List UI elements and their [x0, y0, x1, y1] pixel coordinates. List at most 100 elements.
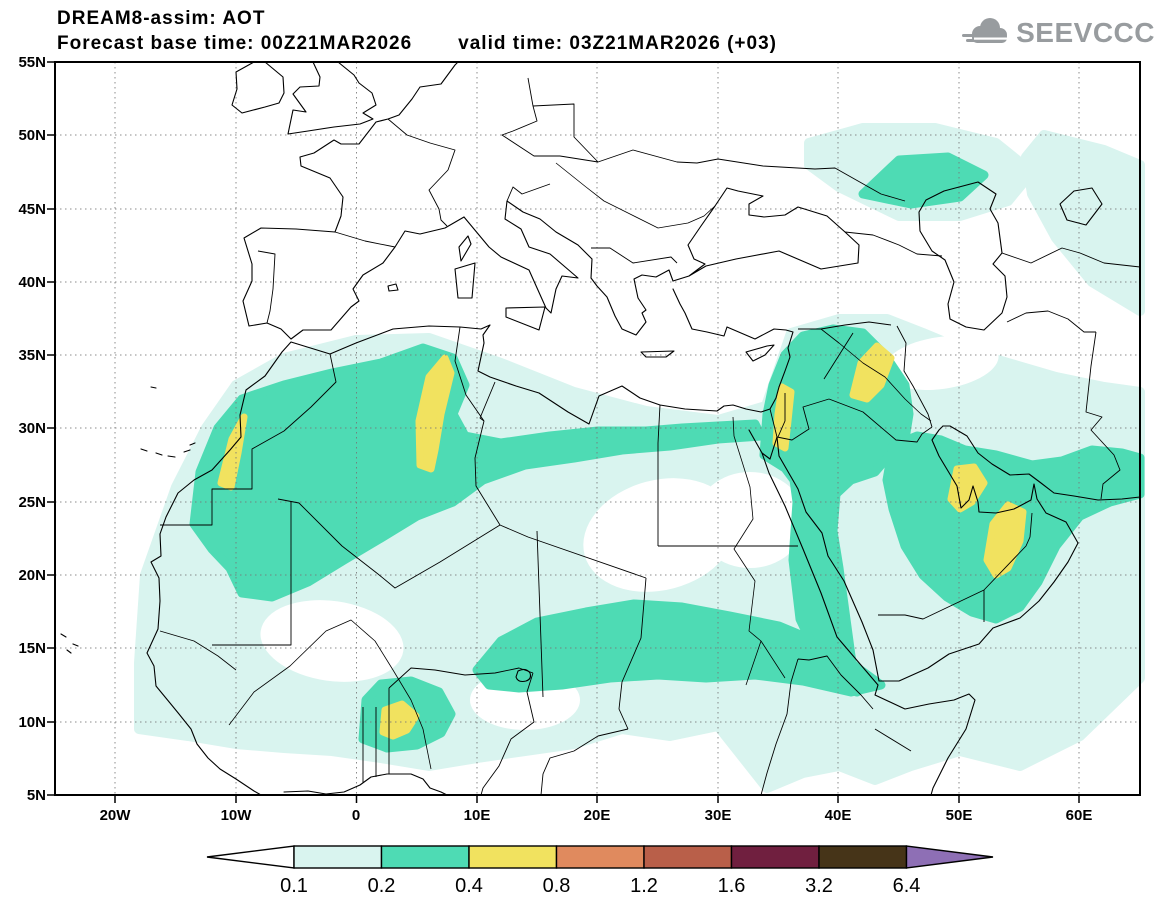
coastline-red-sea-west — [748, 429, 879, 686]
legend-labels: 0.1 0.2 0.4 0.8 1.2 1.6 3.2 6.4 — [280, 875, 920, 897]
coastline-caspian-sea — [918, 181, 1008, 331]
lat-tick-label: 15N — [18, 640, 46, 657]
island-crete — [640, 350, 675, 358]
border-segment — [257, 231, 396, 324]
cloud-icon — [962, 18, 1009, 43]
lat-tick-label: 30N — [18, 420, 46, 437]
lat-tick-label: 45N — [18, 201, 46, 218]
lon-tick-label: 40E — [825, 807, 852, 824]
legend-swatch — [730, 845, 820, 869]
legend-swatch — [468, 845, 558, 869]
lon-tick-label: 20E — [584, 807, 611, 824]
legend-value: 1.6 — [718, 875, 746, 897]
legend-value: 6.4 — [893, 875, 921, 897]
coastline-sinai — [761, 436, 778, 460]
logo-text: SEEVCCC — [1016, 17, 1155, 48]
border-segment — [454, 326, 501, 526]
clear-hole-zagros — [883, 336, 999, 390]
aot-region-east-edge — [1021, 130, 1145, 316]
lake-chad — [515, 668, 532, 683]
river-nile — [732, 416, 786, 686]
border-segment — [844, 231, 1121, 500]
lon-axis-labels: 20W 10W 0 10E 20E 30E 40E 50E 60E — [100, 807, 1093, 824]
lat-tick-label: 5N — [27, 787, 46, 804]
island-sicily — [505, 306, 546, 331]
border-segment — [760, 655, 912, 796]
clear-hole-n-sudan — [695, 472, 805, 568]
river-niger — [228, 619, 432, 770]
river-senegal — [159, 630, 237, 671]
border-segment — [769, 321, 933, 443]
lon-tick-label: 10W — [221, 807, 253, 824]
border-segment — [506, 183, 678, 264]
aot-core-central-algeria — [415, 354, 455, 473]
lon-tick-label: 50E — [946, 807, 973, 824]
header: DREAM8-assim: AOT Forecast base time: 00… — [57, 6, 777, 56]
clear-hole-mali — [260, 600, 404, 682]
lon-ticks — [114, 795, 1080, 803]
aot-region-caspian — [858, 152, 989, 209]
coastline-europe-atlantic — [242, 61, 465, 340]
island-cyprus — [745, 344, 775, 362]
lat-tick-label: 40N — [18, 274, 46, 291]
colorbar-legend: 0.1 0.2 0.4 0.8 1.2 1.6 3.2 6.4 — [206, 845, 994, 897]
aot-core-israel-jordan — [772, 383, 795, 452]
lat-tick-label: 55N — [18, 54, 46, 71]
lat-tick-label: 35N — [18, 347, 46, 364]
coastline-levant-maghreb — [146, 324, 791, 796]
coastline-greece — [590, 269, 674, 336]
legend-arrow-right — [905, 845, 994, 869]
lon-tick-label: 30E — [705, 807, 732, 824]
lon-tick-label: 20W — [100, 807, 132, 824]
coastline-iran-gulf — [942, 425, 1141, 501]
legend-value: 1.2 — [630, 875, 658, 897]
border-segment — [160, 353, 337, 526]
legend-value: 0.4 — [455, 875, 483, 897]
border-segment — [501, 77, 906, 202]
legend-swatch — [293, 845, 383, 869]
aot-core-oman — [983, 501, 1027, 579]
forecast-base-time: Forecast base time: 00Z21MAR2026 — [57, 33, 413, 54]
coastline-turkey-south — [672, 288, 794, 349]
legend-swatch — [818, 845, 908, 869]
border-segment — [362, 667, 629, 796]
coastline-arabia — [776, 425, 1079, 682]
legend-value: 0.2 — [368, 875, 396, 897]
lat-axis-labels: 55N 50N 45N 40N 35N 30N 25N 20N 15N 10N … — [18, 54, 46, 804]
coastline-black-sea — [672, 187, 860, 282]
coastline-somalia — [874, 684, 976, 796]
lat-tick-label: 20N — [18, 567, 46, 584]
legend-swatch — [643, 845, 733, 869]
legend-swatch — [380, 845, 470, 869]
legend-swatch — [555, 845, 645, 869]
lat-tick-label: 50N — [18, 127, 46, 144]
lat-ticks — [47, 61, 55, 796]
lon-tick-label: 60E — [1066, 807, 1093, 824]
page-title: DREAM8-assim: AOT — [57, 8, 266, 29]
island-sardinia — [454, 262, 476, 299]
border-segment — [387, 118, 456, 227]
legend-value: 0.8 — [543, 875, 571, 897]
border-segment — [878, 247, 1141, 622]
lon-tick-label: 10E — [464, 807, 491, 824]
islands-canary — [140, 386, 196, 458]
legend-value: 0.1 — [280, 875, 308, 897]
coastline-gulf-of-guinea — [283, 773, 448, 796]
lat-tick-label: 25N — [18, 494, 46, 511]
aot-fill-level-0.4-0.8 — [217, 342, 1027, 740]
coastline-aral-sea — [1059, 187, 1103, 226]
seevccc-logo: SEEVCCC — [960, 16, 1155, 50]
coastline-italy-adriatic — [463, 200, 593, 314]
legend-arrow-left — [206, 845, 295, 869]
border-segment — [499, 404, 798, 730]
rivers — [159, 162, 932, 770]
river-danube — [555, 162, 716, 229]
islands-cape-verde — [60, 633, 79, 654]
island-corsica — [458, 235, 472, 262]
page-sub-title: Forecast base time: 00Z21MAR2026 valid ti… — [57, 31, 777, 56]
legend-value: 3.2 — [805, 875, 833, 897]
island-ireland — [231, 61, 285, 114]
lat-tick-label: 10N — [18, 714, 46, 731]
